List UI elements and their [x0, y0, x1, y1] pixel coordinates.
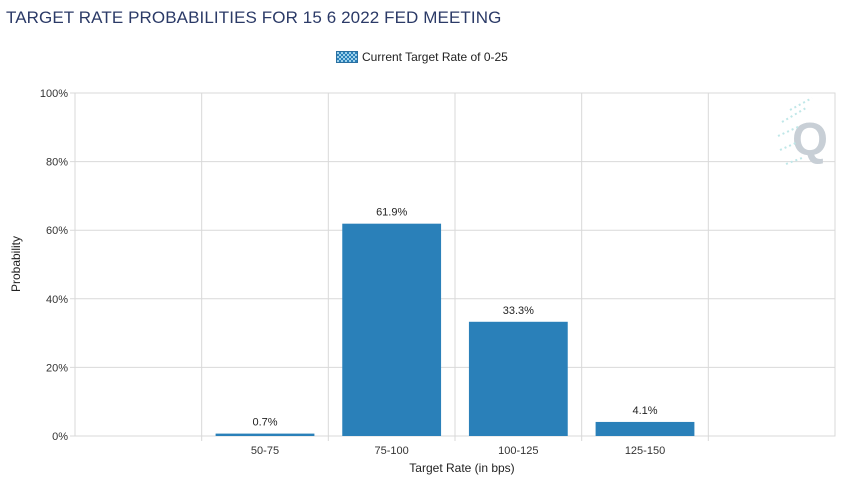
chart-title: TARGET RATE PROBABILITIES FOR 15 6 2022 … [6, 8, 502, 27]
bar-data-label: 33.3% [503, 305, 534, 317]
bar[interactable] [468, 321, 568, 436]
y-tick-label: 20% [46, 362, 68, 374]
grid-lines [70, 92, 836, 441]
y-tick-label: 0% [52, 431, 68, 443]
legend-label: Current Target Rate of 0-25 [362, 50, 508, 64]
watermark-logo: Q [777, 97, 828, 165]
bar-data-label: 4.1% [632, 405, 657, 417]
legend[interactable]: Current Target Rate of 0-25 [336, 50, 508, 64]
y-axis-label: Probability [9, 236, 23, 292]
x-axis-ticks: 50-75 75-100 100-125 125-150 [251, 445, 665, 457]
legend-swatch [336, 51, 358, 63]
y-tick-label: 100% [40, 88, 68, 100]
bar[interactable] [215, 433, 315, 436]
data-labels: 0.7% 61.9% 33.3% 4.1% [252, 207, 657, 429]
bar[interactable] [595, 421, 695, 436]
y-tick-label: 40% [46, 294, 68, 306]
y-tick-label: 60% [46, 225, 68, 237]
x-axis-label: Target Rate (in bps) [409, 461, 514, 475]
watermark-q: Q [792, 113, 828, 165]
x-tick-label: 75-100 [375, 445, 409, 457]
y-axis-ticks: 0% 20% 40% 60% 80% 100% [40, 88, 68, 443]
bar-data-label: 0.7% [252, 417, 277, 429]
bar-data-label: 61.9% [376, 207, 407, 219]
bars [215, 223, 695, 436]
x-tick-label: 125-150 [625, 445, 665, 457]
y-tick-label: 80% [46, 157, 68, 169]
x-tick-label: 100-125 [498, 445, 538, 457]
bar[interactable] [342, 223, 442, 436]
x-tick-label: 50-75 [251, 445, 279, 457]
